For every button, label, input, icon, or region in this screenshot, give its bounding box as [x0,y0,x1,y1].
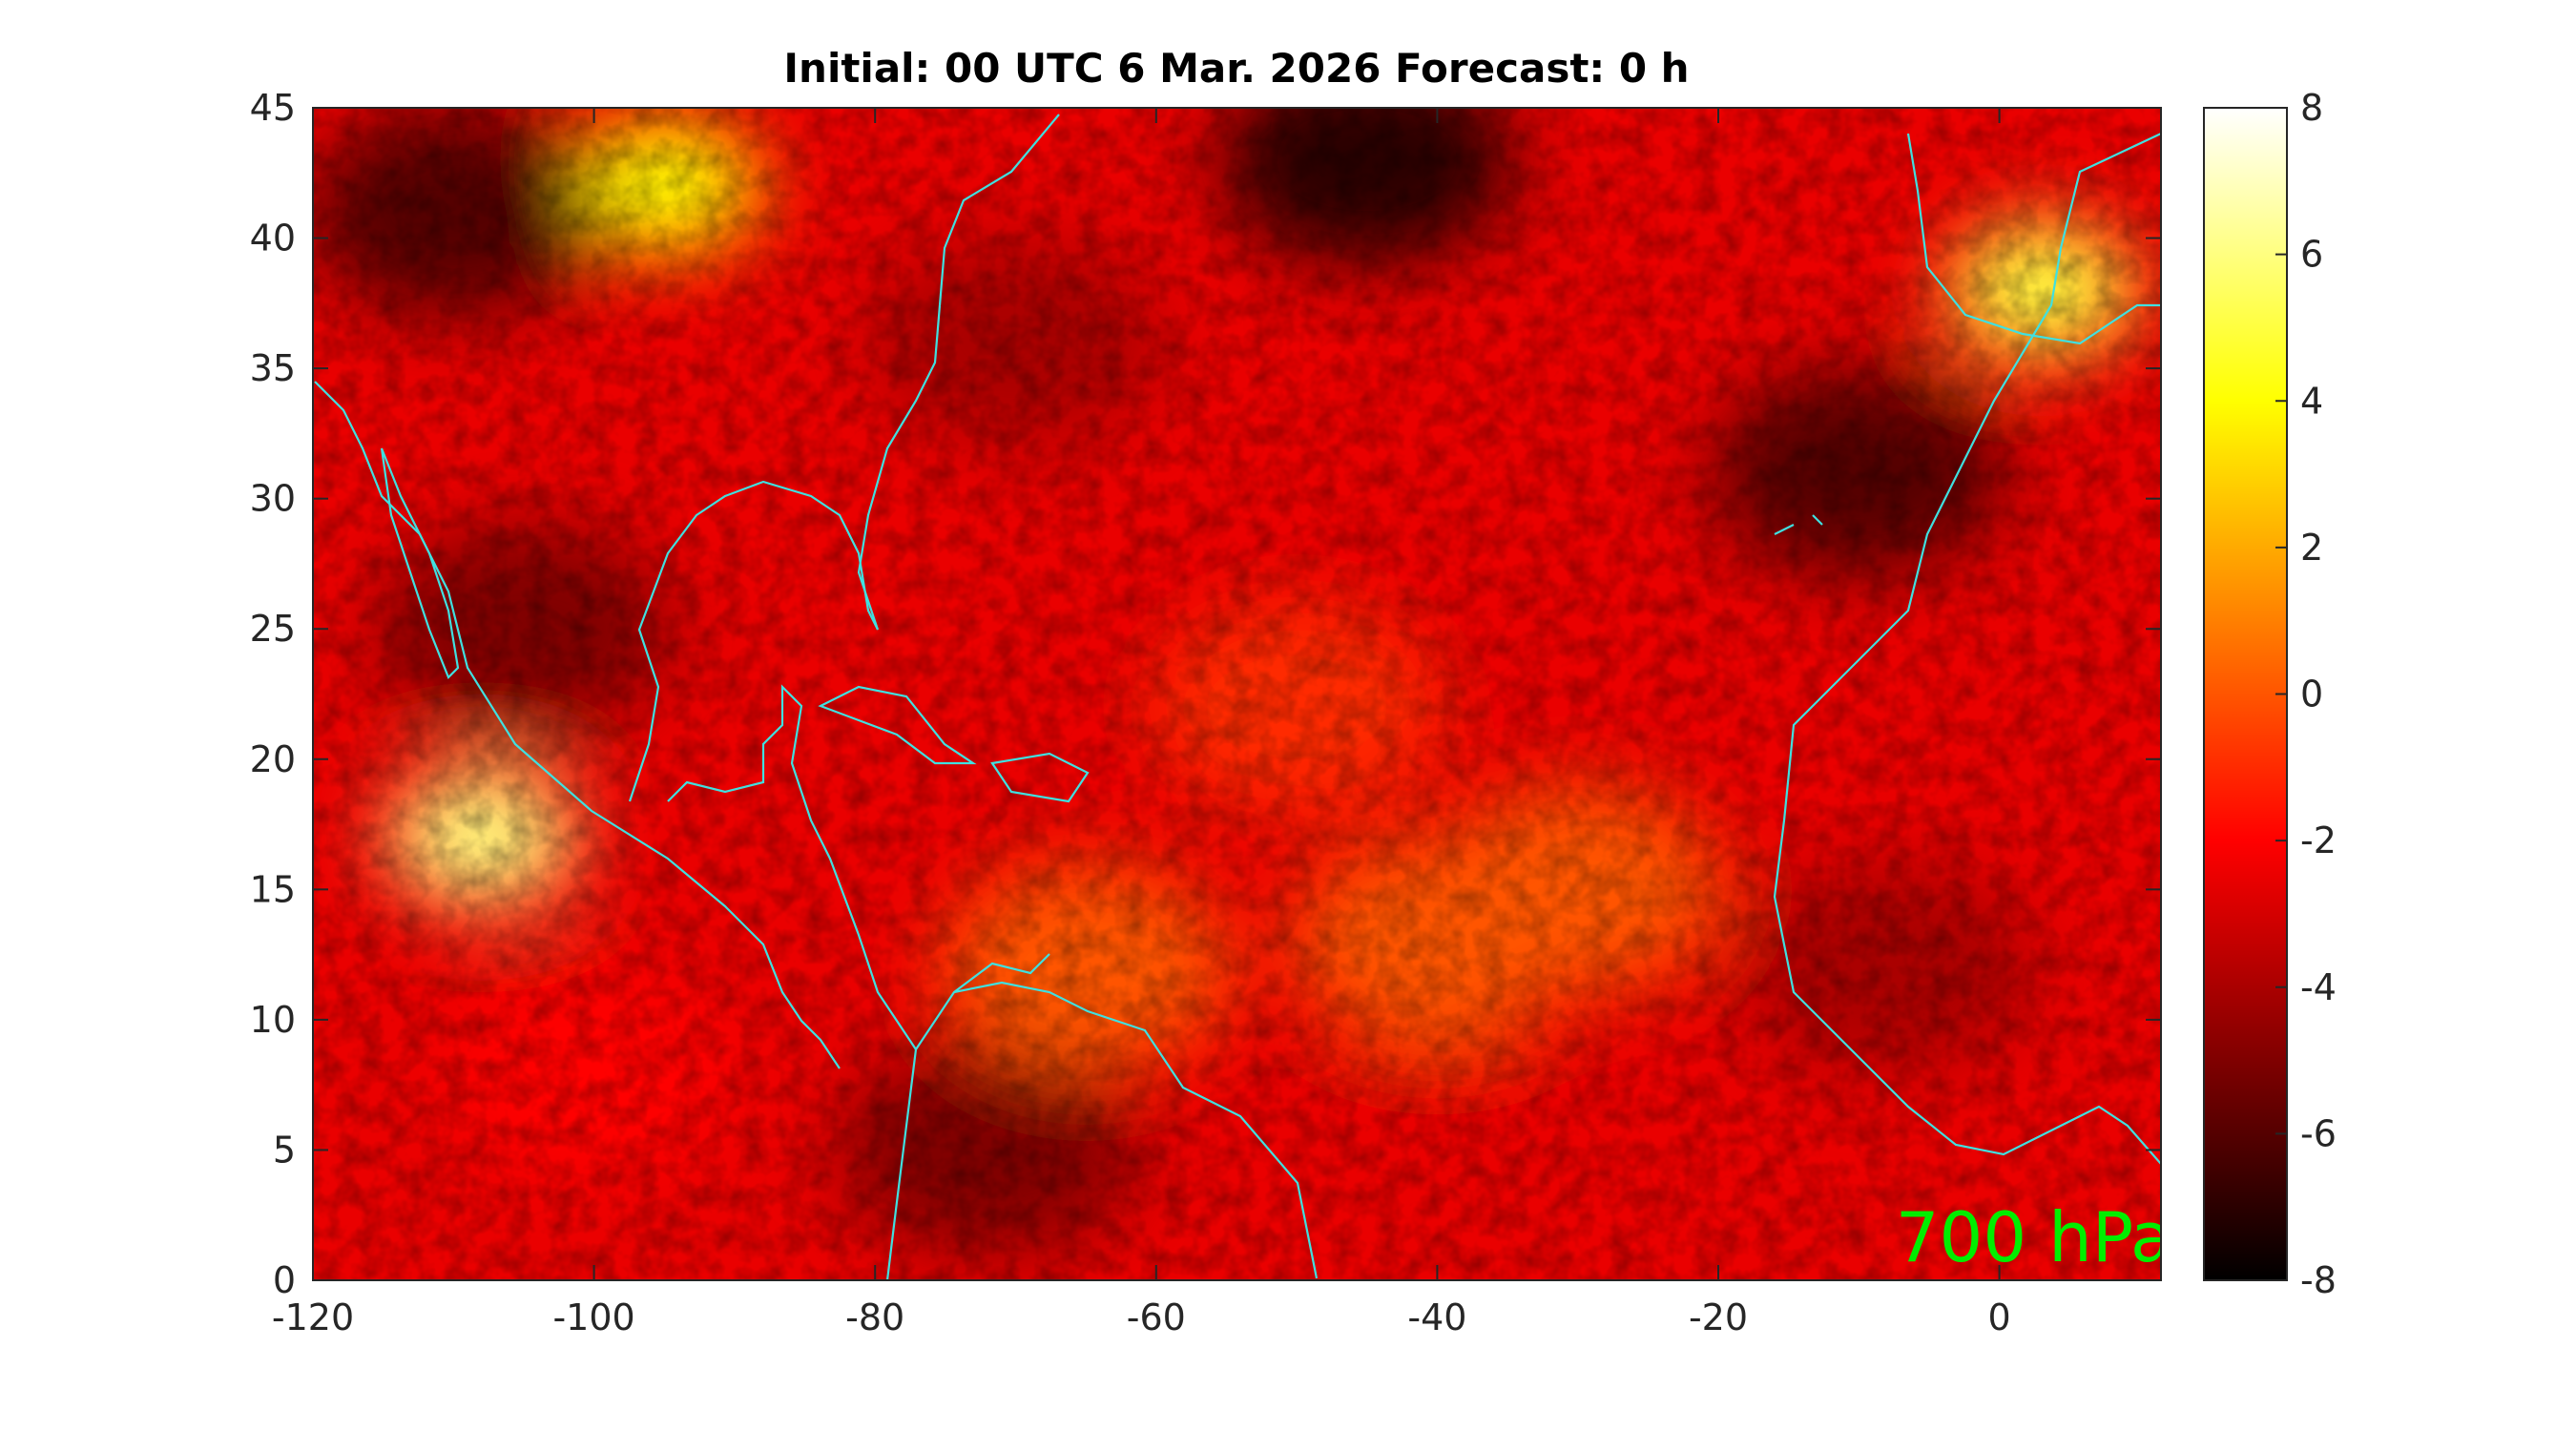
y-tick-label: 35 [250,347,296,389]
y-tick-label: 30 [250,478,296,520]
coastline-hispaniola [990,752,1090,803]
coastline-south-america-north [953,981,1319,1279]
colorbar-tick-label: -2 [2300,819,2337,861]
colorbar-tick-label: 0 [2300,674,2323,716]
colorbar-tick-label: 2 [2300,527,2323,569]
y-tick-label: 45 [250,87,296,129]
x-tick-label: 0 [1988,1296,2011,1338]
colorbar-ticks: 8 6 4 2 0 -2 -4 -6 -8 [2275,87,2337,1301]
colorbar-tick-label: -8 [2300,1259,2337,1301]
colorbar-tick-label: 6 [2300,234,2323,276]
x-tick-label: -120 [272,1296,354,1338]
coastline-africa-west [1773,133,2161,1165]
plot-area: 700 hPa [313,108,2172,1280]
coastline-canary [1774,514,1823,535]
x-tick-label: -60 [1127,1296,1186,1338]
x-tick-label: -40 [1407,1296,1466,1338]
colorbar: 8 6 4 2 0 -2 -4 -6 -8 [2203,87,2337,1301]
coastline-florida-east [857,304,942,631]
x-axis: -120 -100 -80 -60 -40 -20 0 [272,108,2011,1338]
y-axis: 0 5 10 15 20 25 30 35 40 45 [250,87,2161,1301]
y-tick-label: 0 [273,1259,296,1301]
colorbar-ramp [2204,108,2287,1280]
y-tick-label: 20 [250,738,296,780]
coastline-gulf-mexico [628,480,879,802]
y-tick-label: 25 [250,608,296,650]
coastline-north-america-west [314,381,841,1069]
coastline-central-america [667,684,1050,1051]
coastline-south-america-west [885,1048,918,1280]
coastlines [314,114,2161,1280]
y-tick-label: 5 [273,1129,296,1171]
pressure-level-label: 700 hPa [1896,1197,2172,1277]
coastline-cuba [818,685,977,765]
plot-frame [312,107,2162,1281]
coastline-baja [380,447,460,679]
y-tick-label: 40 [250,218,296,259]
colorbar-tick-label: 4 [2300,380,2323,422]
colorbar-tick-label: -4 [2300,966,2337,1008]
colorbar-tick-label: 8 [2300,87,2323,129]
x-tick-label: -80 [845,1296,904,1338]
chart-title: Initial: 00 UTC 6 Mar. 2026 Forecast: 0 … [783,45,1689,92]
y-tick-label: 15 [250,868,296,910]
x-tick-label: -100 [552,1296,634,1338]
coastline-us-east [938,114,1060,306]
field-texture [313,108,2161,1280]
x-tick-label: -20 [1689,1296,1748,1338]
coastline-europe [1906,133,2161,345]
colorbar-tick-label: -6 [2300,1112,2337,1154]
y-tick-label: 10 [250,999,296,1041]
